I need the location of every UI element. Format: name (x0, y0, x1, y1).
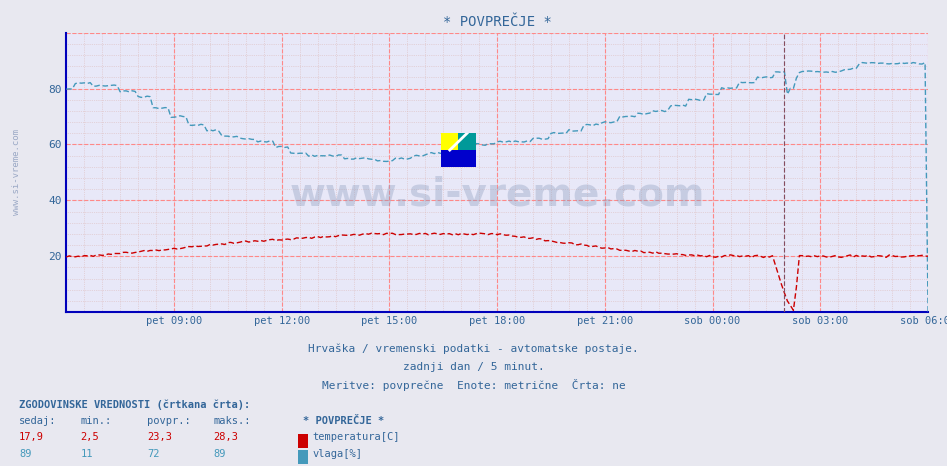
Text: sedaj:: sedaj: (19, 416, 57, 426)
Text: min.:: min.: (80, 416, 112, 426)
Text: 89: 89 (19, 449, 31, 459)
Text: Meritve: povprečne  Enote: metrične  Črta: ne: Meritve: povprečne Enote: metrične Črta:… (322, 379, 625, 391)
Text: povpr.:: povpr.: (147, 416, 190, 426)
Text: zadnji dan / 5 minut.: zadnji dan / 5 minut. (402, 363, 545, 372)
Text: 17,9: 17,9 (19, 432, 44, 442)
Text: www.si-vreme.com: www.si-vreme.com (11, 130, 21, 215)
Text: 2,5: 2,5 (80, 432, 99, 442)
Text: ZGODOVINSKE VREDNOSTI (črtkana črta):: ZGODOVINSKE VREDNOSTI (črtkana črta): (19, 399, 250, 410)
Title: * POVPREČJE *: * POVPREČJE * (443, 14, 551, 29)
Text: maks.:: maks.: (213, 416, 251, 426)
Text: vlaga[%]: vlaga[%] (313, 449, 363, 459)
Text: www.si-vreme.com: www.si-vreme.com (290, 176, 705, 214)
Text: 89: 89 (213, 449, 225, 459)
Text: 11: 11 (80, 449, 93, 459)
Text: 23,3: 23,3 (147, 432, 171, 442)
Text: * POVPREČJE *: * POVPREČJE * (303, 416, 384, 426)
Text: temperatura[C]: temperatura[C] (313, 432, 400, 442)
Text: 28,3: 28,3 (213, 432, 238, 442)
Text: Hrvaška / vremenski podatki - avtomatske postaje.: Hrvaška / vremenski podatki - avtomatske… (308, 343, 639, 354)
Text: 72: 72 (147, 449, 159, 459)
